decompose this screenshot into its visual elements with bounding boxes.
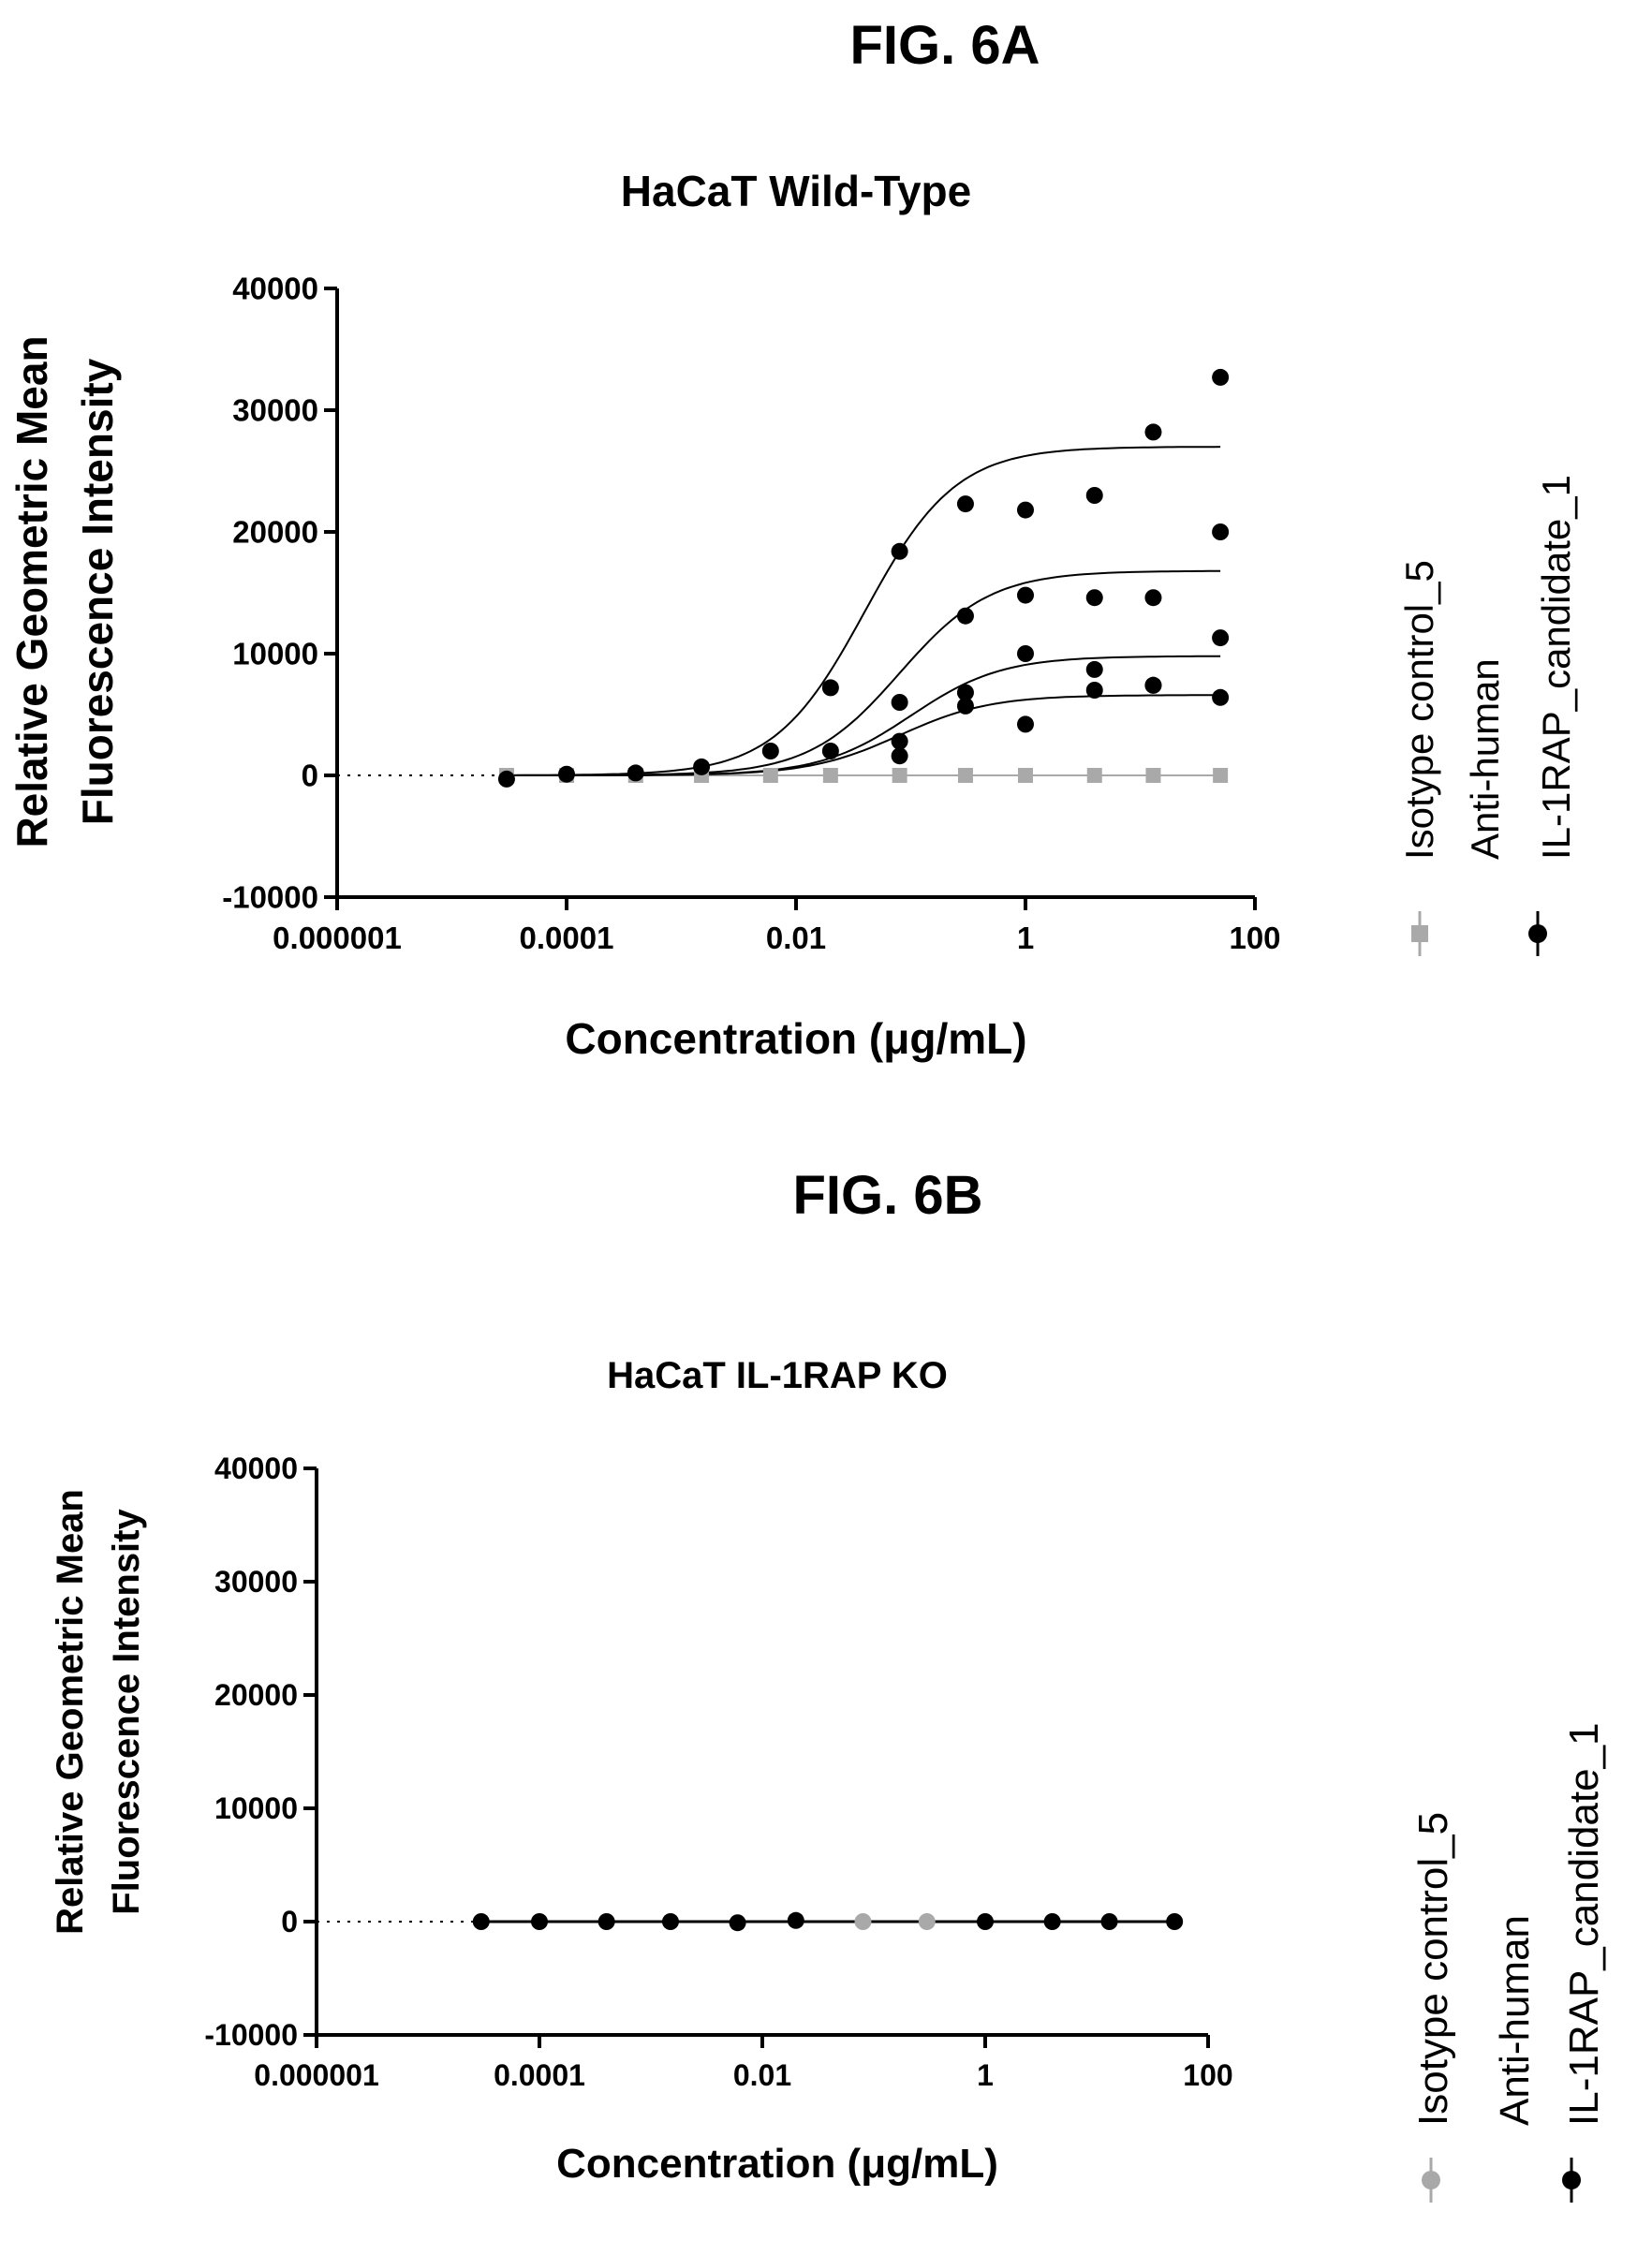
chart-6b: HaCaT IL-1RAP KO -10000 0 10000 20000 30000 40… xyxy=(50,1355,1607,2203)
figure-label-6b: FIG. 6B xyxy=(792,1165,982,1226)
y-tick-label: 30000 xyxy=(232,393,318,428)
candidate-point xyxy=(1017,501,1034,519)
y-tick-label: 0 xyxy=(281,1905,298,1938)
y-tick-label: 30000 xyxy=(214,1565,298,1599)
candidate-point xyxy=(1017,645,1034,662)
legend-candidate-marker xyxy=(1528,924,1547,943)
candidate-point xyxy=(597,1913,615,1930)
candidate-point xyxy=(1085,487,1103,504)
x-tick-label: 0.000001 xyxy=(254,2058,378,2092)
isotype-point xyxy=(1213,768,1229,783)
isotype-point xyxy=(854,1913,872,1930)
x-tick-label: 100 xyxy=(1183,2058,1232,2092)
isotype-point xyxy=(822,768,838,783)
candidate-point xyxy=(531,1913,548,1930)
candidate-point xyxy=(1085,660,1103,678)
isotype-point xyxy=(1145,768,1161,783)
isotype-point xyxy=(957,768,973,783)
x-tick-label: 0.0001 xyxy=(494,2058,585,2092)
candidate-point xyxy=(1212,688,1230,706)
candidate-point xyxy=(1212,523,1230,540)
candidate-point xyxy=(661,1913,679,1930)
candidate-point xyxy=(761,743,779,759)
candidate-point xyxy=(1144,676,1162,694)
candidate-point xyxy=(956,495,974,513)
x-tick-label: 0.01 xyxy=(766,921,826,955)
chart-title: HaCaT Wild-Type xyxy=(621,167,971,215)
x-tick-label: 1 xyxy=(977,2058,994,2092)
legend-candidate-label-line2: IL-1RAP_candidate_1 xyxy=(1561,1722,1607,2126)
candidate-point xyxy=(693,758,711,775)
legend-candidate-label-line1: Anti-human xyxy=(1463,658,1507,860)
candidate-point xyxy=(891,694,908,711)
candidate-point xyxy=(497,770,515,788)
candidate-point xyxy=(729,1914,746,1932)
candidate-point xyxy=(891,747,908,765)
fit-curve-4 xyxy=(506,694,1221,776)
candidate-point xyxy=(1212,629,1230,647)
x-axis-label: Concentration (μg/mL) xyxy=(565,1014,1026,1063)
candidate-point xyxy=(956,684,974,701)
candidate-point xyxy=(821,679,839,697)
isotype-point xyxy=(918,1913,936,1930)
y-tick-label: -10000 xyxy=(204,2018,298,2052)
candidate-point xyxy=(1212,368,1230,386)
candidate-point xyxy=(956,607,974,625)
candidate-point xyxy=(1100,1913,1118,1930)
candidate-point xyxy=(1144,423,1162,441)
y-axis-label-line2: Fluorescence Intensity xyxy=(106,1509,147,1915)
x-tick-label: 0.01 xyxy=(733,2058,791,2092)
y-tick-label: 10000 xyxy=(214,1791,298,1825)
candidate-point xyxy=(787,1911,804,1929)
legend-candidate-label-line1: Anti-human xyxy=(1492,1915,1538,2126)
y-tick-label: 20000 xyxy=(214,1678,298,1712)
x-tick-label: 100 xyxy=(1229,921,1280,955)
y-tick-label: 10000 xyxy=(232,637,318,671)
candidate-point xyxy=(1144,589,1162,607)
figure-label-6a: FIG. 6A xyxy=(849,15,1040,76)
y-axis-label-line2: Fluorescence Intensity xyxy=(73,358,122,825)
legend-candidate-label-line2: IL-1RAP_candidate_1 xyxy=(1534,475,1578,860)
candidate-point xyxy=(891,542,908,560)
y-tick-label: 40000 xyxy=(232,272,318,306)
y-tick-label: -10000 xyxy=(222,880,318,915)
chart-title: HaCaT IL-1RAP KO xyxy=(607,1355,948,1396)
legend-candidate-marker xyxy=(1562,2171,1581,2189)
legend-isotype-marker xyxy=(1411,925,1428,942)
isotype-point xyxy=(1018,768,1033,783)
y-axis-label-line1: Relative Geometric Mean xyxy=(7,335,56,847)
candidate-point xyxy=(627,764,644,782)
fit-curve-3 xyxy=(506,655,1221,776)
legend-isotype-label: Isotype control_5 xyxy=(1397,560,1441,860)
x-tick-label: 0.000001 xyxy=(273,921,402,955)
y-tick-label: 40000 xyxy=(214,1452,298,1485)
candidate-point xyxy=(1043,1913,1061,1930)
isotype-point xyxy=(1086,768,1102,783)
candidate-point xyxy=(891,732,908,750)
candidate-point xyxy=(1017,715,1034,733)
legend-isotype-label: Isotype control_5 xyxy=(1410,1812,1456,2126)
chart-6a: HaCaT Wild-Type -10000 0 10000 20000 30000 400… xyxy=(7,167,1578,1063)
fit-curve-1 xyxy=(506,446,1221,776)
candidate-point xyxy=(558,765,575,783)
candidate-point xyxy=(977,1913,994,1930)
y-axis-label-line1: Relative Geometric Mean xyxy=(50,1489,91,1935)
legend-isotype-marker xyxy=(1422,2171,1440,2189)
y-tick-label: 0 xyxy=(302,759,318,793)
candidate-point xyxy=(472,1913,490,1930)
candidate-point xyxy=(1017,586,1034,604)
candidate-point xyxy=(1085,589,1103,607)
candidate-point xyxy=(1166,1913,1184,1930)
x-axis-label: Concentration (μg/mL) xyxy=(556,2141,998,2187)
candidate-point xyxy=(956,697,974,715)
isotype-point xyxy=(892,768,907,783)
candidate-point xyxy=(1085,682,1103,699)
isotype-point xyxy=(762,768,778,783)
x-tick-label: 0.0001 xyxy=(520,921,614,955)
x-tick-label: 1 xyxy=(1017,921,1034,955)
y-tick-label: 20000 xyxy=(232,515,318,550)
candidate-point xyxy=(821,743,839,759)
